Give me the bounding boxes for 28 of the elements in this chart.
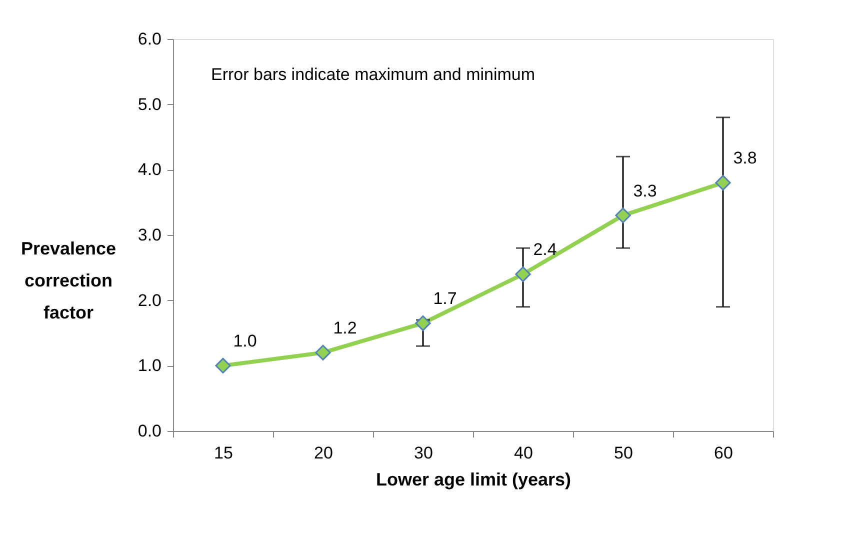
x-tick-label: 40 [514, 444, 533, 462]
data-label: 3.3 [633, 181, 657, 200]
annotation: Error bars indicate maximum and minimum [211, 65, 536, 84]
x-tick-label: 30 [414, 444, 433, 462]
data-label: 1.7 [433, 289, 457, 308]
point [515, 266, 531, 282]
x-axis-title: Lower age limit (years) [376, 470, 572, 490]
y-tick-label: 6.0 [138, 30, 162, 48]
point [415, 315, 431, 332]
x-tick-label: 50 [614, 444, 633, 462]
y-tick-label: 2.0 [138, 290, 162, 310]
point [715, 174, 731, 191]
x-tick-label: 20 [314, 444, 333, 462]
data-label: 2.4 [533, 240, 557, 260]
point [315, 344, 331, 360]
y-tick-label: 4.0 [138, 160, 162, 180]
data-label: 3.8 [733, 148, 757, 168]
point [215, 358, 231, 374]
data-label: 1.2 [333, 318, 357, 338]
y-axis-title: Prevalence correction factor [20, 238, 116, 322]
y-tick-label: 0.0 [138, 422, 162, 440]
y-tick-label: 1.0 [138, 356, 162, 376]
y-tick-label: 5.0 [138, 94, 162, 114]
x-tick-label: 60 [714, 444, 733, 462]
y-tick-label: 3.0 [138, 226, 162, 244]
data-label: 1.0 [233, 332, 257, 351]
point [615, 208, 631, 224]
x-tick-label: 15 [214, 444, 233, 462]
